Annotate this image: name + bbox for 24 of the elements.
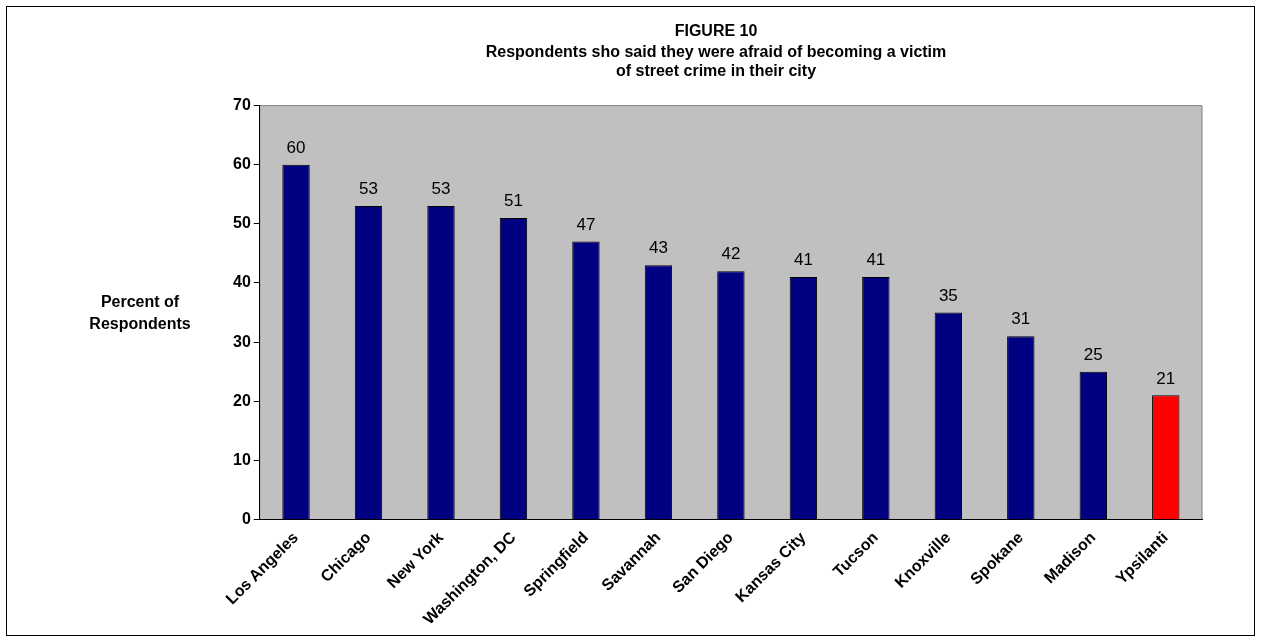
data-label: 25 <box>1083 344 1103 364</box>
y-tick-label: 10 <box>233 450 251 468</box>
data-label: 60 <box>286 137 306 157</box>
data-label: 21 <box>1156 368 1176 388</box>
data-label: 43 <box>648 238 668 258</box>
data-label: 51 <box>504 191 523 211</box>
data-label: 47 <box>576 214 596 234</box>
y-tick-label: 40 <box>233 273 251 291</box>
y-axis-title: Percent of Respondents <box>88 291 192 334</box>
chart-subtitle: Respondents sho said they were afraid of becoming a victim of street crime in their city <box>485 43 947 80</box>
data-label: 41 <box>793 250 813 270</box>
data-label: 42 <box>721 244 741 264</box>
data-label: 53 <box>431 179 451 199</box>
y-tick-label: 50 <box>233 214 251 232</box>
data-label: 41 <box>866 250 886 270</box>
y-tick-label: 70 <box>233 96 251 114</box>
y-tick-label: 60 <box>233 155 251 173</box>
y-tick-label: 0 <box>241 509 251 527</box>
y-tick-label: 20 <box>233 391 251 409</box>
data-label: 31 <box>1011 309 1031 329</box>
data-label: 35 <box>938 285 958 305</box>
data-label: 53 <box>359 179 378 199</box>
y-tick-label: 30 <box>233 332 251 350</box>
chart-title: FIGURE 10 <box>674 22 758 40</box>
